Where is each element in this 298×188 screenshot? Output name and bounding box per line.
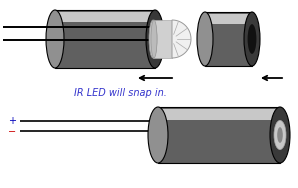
Ellipse shape <box>146 10 164 68</box>
Ellipse shape <box>148 107 168 163</box>
Ellipse shape <box>248 24 256 54</box>
Text: IR LED will snap in.: IR LED will snap in. <box>74 88 167 98</box>
Ellipse shape <box>46 10 64 68</box>
Bar <box>55 10 155 68</box>
Ellipse shape <box>274 121 286 150</box>
Ellipse shape <box>151 20 157 58</box>
Ellipse shape <box>277 127 283 143</box>
Bar <box>205 14 252 24</box>
Ellipse shape <box>270 107 290 163</box>
Ellipse shape <box>150 23 159 55</box>
Bar <box>205 12 252 66</box>
Text: +: + <box>8 116 16 126</box>
Bar <box>158 107 280 163</box>
Bar <box>153 20 172 58</box>
Bar <box>158 109 280 120</box>
Ellipse shape <box>149 20 157 58</box>
Polygon shape <box>172 20 191 58</box>
Ellipse shape <box>244 12 260 66</box>
Bar <box>55 12 155 22</box>
Ellipse shape <box>197 12 213 66</box>
Text: −: − <box>8 127 16 137</box>
